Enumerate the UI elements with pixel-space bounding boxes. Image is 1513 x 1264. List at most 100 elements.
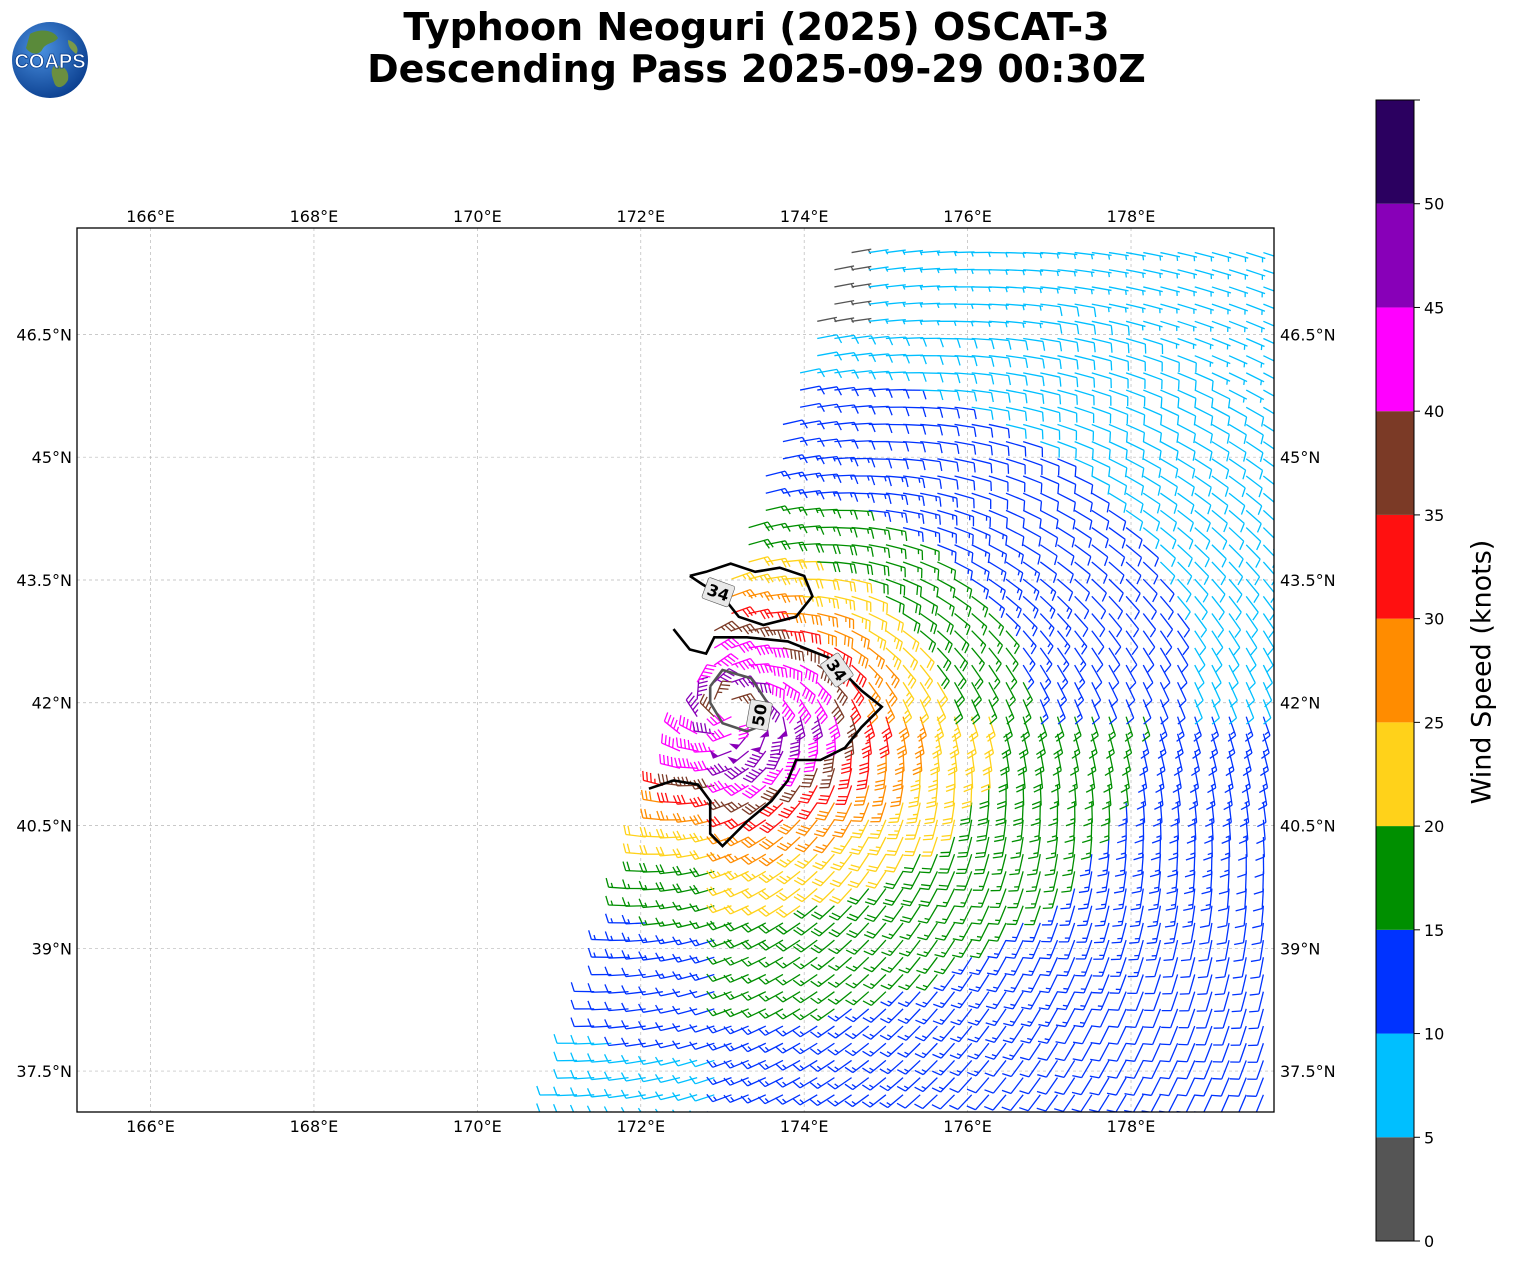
wind-barb bbox=[1245, 423, 1264, 445]
wind-barb bbox=[1023, 372, 1045, 387]
wind-barb bbox=[1245, 320, 1265, 333]
wind-barb bbox=[1074, 544, 1092, 566]
wind-barb bbox=[1183, 871, 1196, 895]
wind-barb bbox=[834, 299, 855, 306]
wind-barb bbox=[817, 578, 840, 591]
wind-barb bbox=[833, 802, 853, 822]
wind-barb bbox=[1023, 406, 1044, 422]
axis-tick-labels: 166°E166°E168°E168°E170°E170°E172°E172°E… bbox=[16, 207, 1335, 1136]
wind-barb bbox=[866, 853, 887, 873]
wind-barb bbox=[1245, 595, 1259, 621]
lon-tick-label-top: 174°E bbox=[780, 207, 829, 226]
wind-barb bbox=[1245, 303, 1266, 315]
wind-barb bbox=[1107, 1060, 1127, 1079]
wind-barb bbox=[868, 492, 892, 505]
wind-barb bbox=[740, 1077, 767, 1087]
wind-barb bbox=[706, 1042, 732, 1051]
wind-barb bbox=[1160, 269, 1181, 279]
wind-barb bbox=[953, 664, 967, 690]
wind-barb bbox=[1056, 664, 1069, 690]
wind-barb bbox=[1025, 888, 1041, 909]
wind-barb bbox=[1194, 1111, 1195, 1112]
wind-barb bbox=[937, 492, 959, 508]
wind-barb bbox=[1188, 785, 1199, 811]
wind-barb bbox=[883, 871, 904, 890]
wind-barb bbox=[991, 854, 1007, 875]
wind-barb bbox=[971, 647, 985, 672]
wind-barb bbox=[689, 832, 715, 843]
wind-barb bbox=[1023, 303, 1044, 311]
wind-barb bbox=[934, 939, 956, 958]
wind-barb bbox=[936, 888, 956, 908]
wind-barb bbox=[1245, 389, 1265, 403]
wind-barb bbox=[1189, 768, 1200, 794]
title-line-2: Descending Pass 2025-09-29 00:30Z bbox=[367, 47, 1146, 91]
wind-barb bbox=[1005, 922, 1024, 942]
wind-barb bbox=[868, 458, 893, 469]
wind-barb bbox=[1173, 750, 1183, 777]
wind-barb bbox=[1160, 527, 1177, 550]
wind-barb bbox=[757, 1077, 784, 1088]
wind-barb bbox=[1023, 389, 1045, 404]
wind-barb bbox=[1091, 251, 1112, 260]
wind-barb bbox=[936, 647, 952, 672]
wind-barb bbox=[1228, 509, 1245, 533]
wind-barb bbox=[1142, 423, 1162, 443]
wind-barb bbox=[1263, 320, 1274, 327]
wind-barb bbox=[758, 922, 784, 934]
wind-barb bbox=[765, 681, 785, 700]
wind-barb bbox=[672, 919, 698, 929]
map-background bbox=[77, 228, 1274, 1112]
wind-barb bbox=[816, 785, 836, 805]
wind-barb bbox=[672, 1092, 698, 1101]
wind-barb bbox=[1177, 561, 1193, 585]
wind-barb bbox=[1194, 682, 1204, 708]
wind-barb bbox=[1022, 544, 1041, 565]
wind-barb bbox=[844, 1059, 870, 1074]
wind-barb bbox=[988, 441, 1010, 456]
wind-barb bbox=[1039, 630, 1054, 655]
wind-barb bbox=[1125, 337, 1147, 354]
wind-barb bbox=[851, 526, 875, 539]
wind-barb bbox=[880, 991, 904, 1007]
wind-barb bbox=[1142, 458, 1162, 479]
wind-barb bbox=[988, 647, 1002, 672]
wind-barb bbox=[1171, 785, 1181, 810]
wind-barb bbox=[672, 812, 698, 823]
wind-barb bbox=[827, 1025, 852, 1039]
wind-barb bbox=[1263, 441, 1274, 450]
wind-barb bbox=[1194, 406, 1214, 426]
wind-barb bbox=[1166, 871, 1179, 895]
wind-barb bbox=[851, 664, 867, 688]
wind-barb bbox=[1245, 1111, 1247, 1112]
wind-barb bbox=[954, 355, 978, 367]
wind-barb bbox=[834, 386, 859, 397]
wind-barb bbox=[920, 337, 944, 348]
wind-barb bbox=[1005, 561, 1024, 583]
colorbar-bin bbox=[1376, 722, 1414, 827]
wind-barb bbox=[1246, 251, 1266, 263]
wind-barb bbox=[723, 973, 749, 983]
wind-barb bbox=[1160, 337, 1180, 349]
wind-barb bbox=[1159, 699, 1169, 725]
wind-barb bbox=[1194, 544, 1210, 568]
wind-barb bbox=[1245, 458, 1264, 480]
wind-barb bbox=[713, 653, 739, 667]
wind-barb bbox=[740, 1025, 767, 1036]
wind-barb bbox=[992, 836, 1007, 859]
wind-barb bbox=[775, 991, 801, 1003]
wind-barb bbox=[954, 613, 971, 636]
wind-barb bbox=[1177, 1042, 1196, 1063]
wind-barb bbox=[915, 991, 938, 1008]
wind-barb bbox=[1093, 939, 1110, 960]
wind-barb bbox=[903, 440, 926, 453]
wind-barb bbox=[1022, 492, 1043, 511]
lat-tick-label-right: 42°N bbox=[1280, 694, 1320, 713]
wind-barb bbox=[792, 973, 818, 987]
wind-barb bbox=[851, 630, 870, 650]
wind-barb bbox=[966, 1077, 990, 1094]
wind-barb bbox=[1142, 595, 1157, 620]
wind-barb bbox=[1142, 561, 1159, 585]
wind-barb bbox=[1023, 337, 1046, 351]
wind-barb bbox=[1078, 871, 1093, 894]
